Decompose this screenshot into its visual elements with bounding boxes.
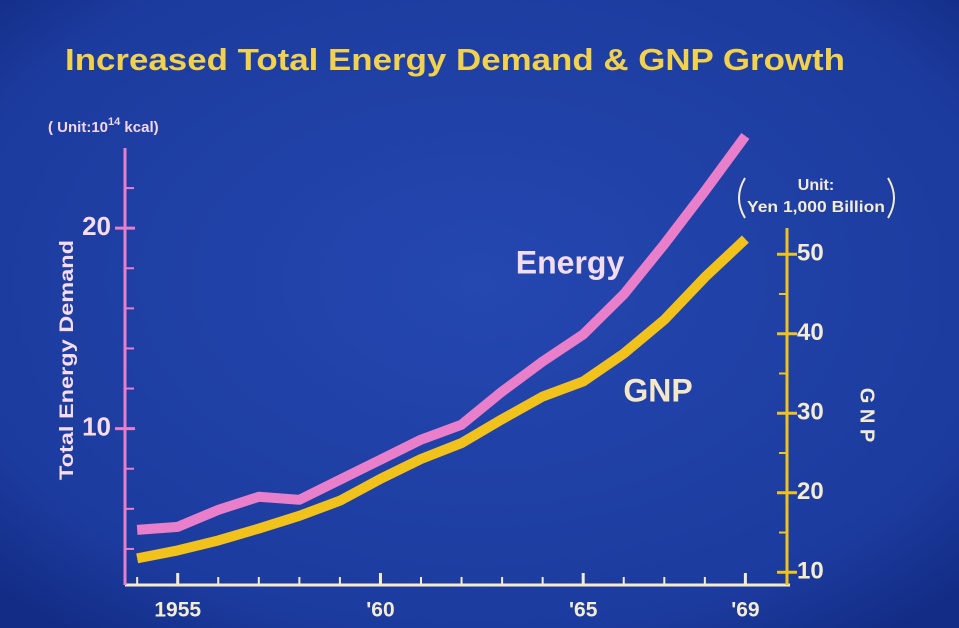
x-tick-label: '65 [569, 599, 598, 622]
y2-tick-label: 50 [797, 240, 824, 267]
x-tick-label: '69 [731, 599, 759, 622]
y2-tick-label: 20 [797, 478, 824, 505]
y2-axis-label: G N P [856, 388, 878, 442]
y-axis-label: Total Energy Demand [57, 240, 78, 480]
paren-right [887, 177, 895, 219]
y2-unit-line: Yen 1,000 Billion [747, 199, 885, 216]
y-unit: ( Unit:1014 kcal) [48, 116, 159, 136]
x-tick-label: '60 [366, 599, 394, 622]
y-tick-label: 10 [82, 412, 111, 442]
y-unit-sup: 14 [108, 116, 121, 128]
x-tick-label: 1955 [154, 599, 201, 622]
y-unit-suffix: kcal) [120, 119, 158, 136]
series-line [136, 235, 749, 564]
paren-left [738, 177, 746, 219]
series-label: GNP [623, 372, 692, 408]
y2-tick-label: 40 [797, 319, 824, 346]
y-unit-text: ( Unit:10 [48, 119, 108, 136]
y2-unit-line: Unit: [798, 177, 834, 194]
y2-tick-label: 10 [797, 558, 824, 585]
series-line [136, 133, 750, 535]
y-tick-label: 20 [82, 211, 111, 241]
y2-tick-label: 30 [797, 399, 824, 426]
chart-title: Increased Total Energy Demand & GNP Grow… [65, 42, 845, 77]
series-label: Energy [516, 244, 625, 280]
